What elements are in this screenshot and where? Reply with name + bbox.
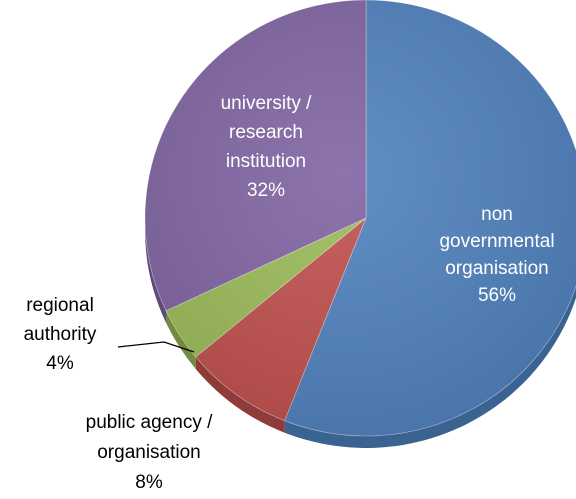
slice-category-label: organisation [445, 258, 549, 279]
slice-value-label: 4% [46, 353, 74, 374]
slice-category-label: non [481, 204, 513, 225]
slice-category-label: public agency / [86, 412, 213, 433]
slice-value-label: 32% [247, 180, 285, 201]
slice-category-label: regional [26, 295, 94, 316]
slice-category-label: university / [221, 93, 313, 114]
slice-category-label: governmental [439, 231, 554, 252]
slice-label-university-research-institution: university / research institution 32% [221, 93, 313, 201]
slice-value-label: 8% [135, 472, 163, 493]
pie-labels: non governmental organisation 56% public age… [24, 93, 555, 493]
slice-category-label: authority [24, 324, 97, 345]
slice-label-non-governmental-organisation: non governmental organisation 56% [439, 204, 554, 306]
slice-category-label: research [229, 122, 303, 143]
slice-label-public-agency-organisation: public agency / organisation 8% [86, 412, 213, 493]
slice-category-label: organisation [97, 442, 201, 463]
slice-label-regional-authority: regional authority 4% [24, 295, 97, 374]
leader-line-regional-authority [117, 341, 195, 353]
slice-value-label: 56% [478, 285, 516, 306]
slice-category-label: institution [226, 151, 306, 172]
